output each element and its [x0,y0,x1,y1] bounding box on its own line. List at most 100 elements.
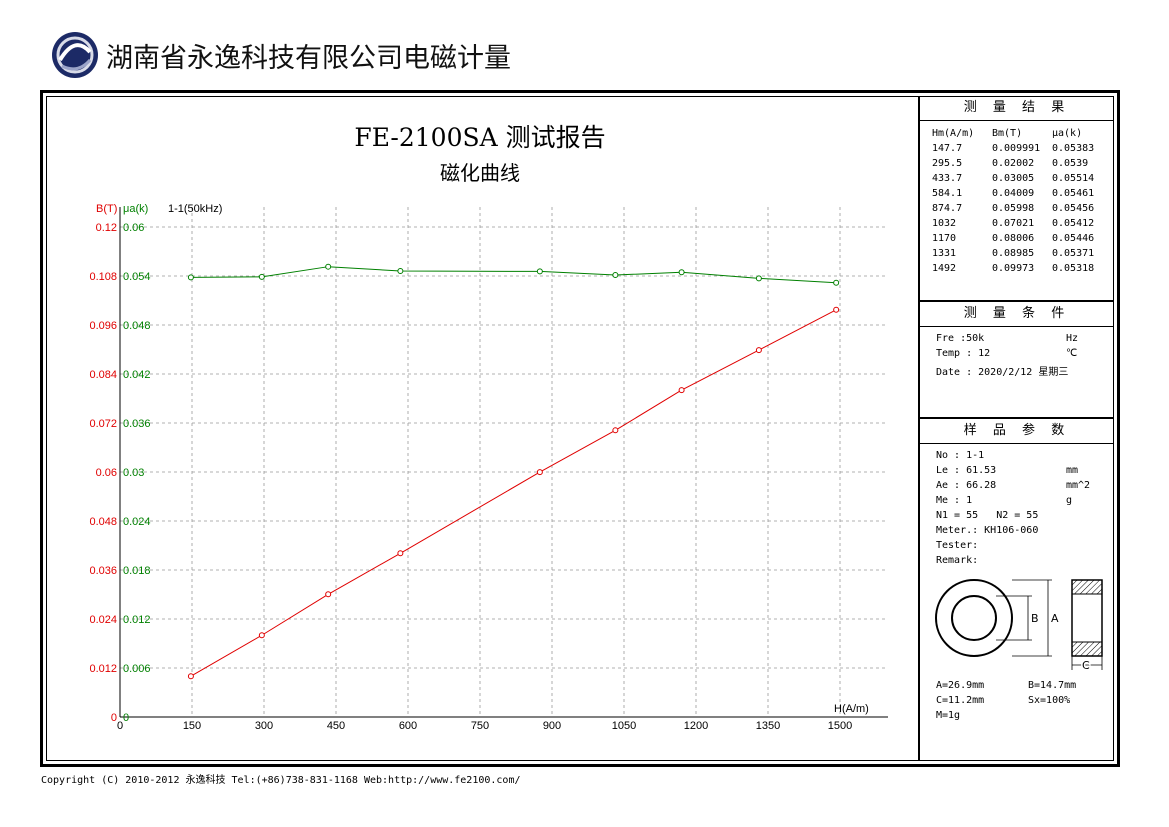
results-row: 1032 0.07021 0.05412 [932,216,1112,231]
y-left-tick-label: 0.108 [89,271,117,283]
data-point-b [755,347,762,354]
results-col-hm: Hm(A/m) [932,128,975,139]
sample-mass: M=1g [936,710,961,721]
data-point-b [833,306,840,313]
x-tick-label: 0 [117,720,123,732]
cond-date: Date : 2020/2/12 星期三 [936,367,1069,378]
footer-copyright: Copyright (C) 2010-2012 永逸科技 Tel:(+86)73… [41,775,521,786]
results-col-bm: Bm(T) [992,128,1023,139]
data-point-b [397,550,404,557]
sample-me: Me : 1 [936,495,973,506]
results-heading: 测 量 结 果 [920,96,1114,121]
y-left-tick-label: 0 [111,712,117,724]
results-cell-bm: 0.08006 [992,233,1035,244]
results-cell-mua: 0.05446 [1052,233,1095,244]
results-cell-mua: 0.0539 [1052,158,1089,169]
x-tick-label: 1200 [684,720,708,732]
cond-temp: Temp : 12 [936,348,991,359]
y-left-tick-label: 0.084 [89,369,117,381]
sample-legend-label: 1-1(50kHz) [168,203,222,215]
results-cell-bm: 0.09973 [992,263,1035,274]
results-header-row: Hm(A/m) Bm(T) μa(k) [932,126,1112,141]
conditions-heading: 测 量 条 件 [920,302,1114,327]
y-left-tick-label: 0.12 [96,222,117,234]
sample-me-unit: g [1066,495,1073,506]
results-cell-hm: 295.5 [932,158,963,169]
x-tick-label: 900 [543,720,561,732]
toroid-diagram: B A C [935,579,1103,674]
results-cell-mua: 0.05514 [1052,173,1095,184]
sample-le: Le : 61.53 [936,465,997,476]
toroid-inner-circle [951,595,997,641]
results-cell-hm: 1331 [932,248,957,259]
cond-fre: Fre :50k [936,333,985,344]
results-cell-mua: 0.05461 [1052,188,1095,199]
results-row: 584.1 0.04009 0.05461 [932,186,1112,201]
data-point-mua [678,269,685,276]
results-row: 147.7 0.009991 0.05383 [932,141,1112,156]
company-name: 湖南省永逸科技有限公司电磁计量 [106,43,511,74]
y-right-axis-label: μa(k) [123,203,148,215]
y-right-tick-label: 0.006 [123,663,151,675]
y-right-tick-label: 0.042 [123,369,151,381]
sample-tester: Tester: [936,540,979,551]
sample-heading: 样 品 参 数 [920,419,1114,444]
x-tick-label: 600 [399,720,417,732]
y-left-tick-label: 0.072 [89,418,117,430]
results-cell-mua: 0.05412 [1052,218,1095,229]
sample-no: No : 1-1 [936,450,985,461]
series-line-b [190,309,837,677]
results-row: 1170 0.08006 0.05446 [932,231,1112,246]
x-tick-label: 1050 [612,720,636,732]
results-row: 295.5 0.02002 0.0539 [932,156,1112,171]
data-point-mua [258,273,265,280]
y-right-tick-label: 0.036 [123,418,151,430]
report-subtitle: 磁化曲线 [440,161,520,185]
x-tick-label: 450 [327,720,345,732]
data-point-mua [187,274,194,281]
report-title: FE-2100SA 测试报告 [354,123,606,152]
y-right-tick-label: 0 [123,712,129,724]
y-right-tick-label: 0.012 [123,614,151,626]
x-tick-label: 1350 [756,720,780,732]
y-right-tick-label: 0.06 [123,222,144,234]
x-tick-label: 750 [471,720,489,732]
y-right-tick-label: 0.024 [123,516,151,528]
y-left-tick-label: 0.036 [89,565,117,577]
dim-a: A=26.9mm [936,680,985,691]
y-left-tick-label: 0.06 [96,467,117,479]
data-point-b [187,673,194,680]
results-cell-hm: 1032 [932,218,957,229]
results-cell-bm: 0.04009 [992,188,1035,199]
y-left-tick-label: 0.048 [89,516,117,528]
sample-turns: N1 = 55 N2 = 55 [936,510,1039,521]
y-left-axis-label: B(T) [96,203,117,215]
results-cell-mua: 0.05371 [1052,248,1095,259]
report-inner-frame [46,96,1114,761]
cond-fre-unit: Hz [1066,333,1079,344]
results-cell-bm: 0.08985 [992,248,1035,259]
results-cell-bm: 0.05998 [992,203,1035,214]
results-cell-mua: 0.05383 [1052,143,1095,154]
x-tick-label: 1500 [828,720,852,732]
results-cell-bm: 0.02002 [992,158,1035,169]
data-point-b [678,387,685,394]
dim-c: C=11.2mm [936,695,985,706]
data-point-b [612,427,619,434]
sample-ae: Ae : 66.28 [936,480,997,491]
company-logo [52,32,98,78]
results-row: 1492 0.09973 0.05318 [932,261,1112,276]
y-right-tick-label: 0.03 [123,467,144,479]
y-left-tick-label: 0.024 [89,614,117,626]
y-left-tick-label: 0.012 [89,663,117,675]
sample-le-unit: mm [1066,465,1079,476]
results-cell-hm: 433.7 [932,173,963,184]
results-cell-mua: 0.05318 [1052,263,1095,274]
results-cell-hm: 147.7 [932,143,963,154]
sample-remark: Remark: [936,555,979,566]
divider-sample [920,417,1114,419]
results-cell-hm: 1170 [932,233,957,244]
data-point-mua [612,272,619,279]
series-line-mua [190,266,837,284]
results-cell-mua: 0.05456 [1052,203,1095,214]
